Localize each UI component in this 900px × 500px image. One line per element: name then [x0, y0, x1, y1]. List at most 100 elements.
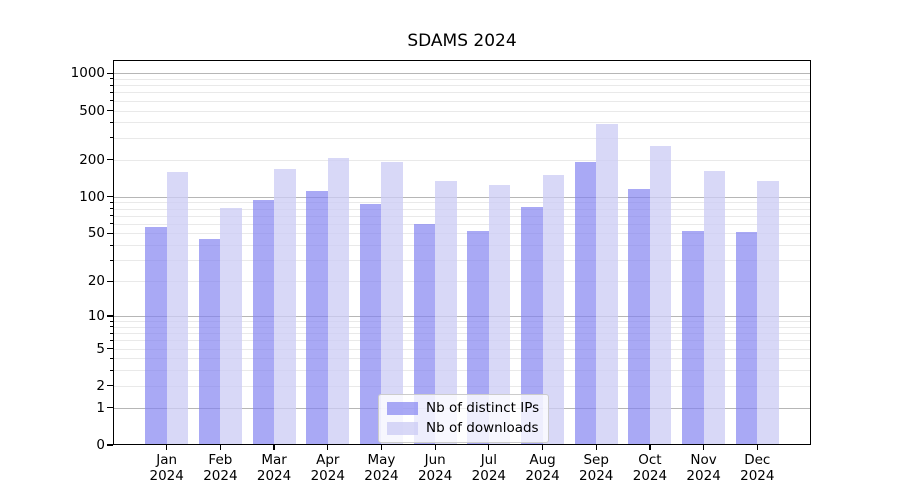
y-minor-tick [109, 84, 113, 86]
bar-distinct-ips [252, 199, 275, 445]
x-tick-label: Jun 2024 [417, 451, 453, 484]
y-minor-tick [109, 215, 113, 217]
bar-distinct-ips [198, 238, 221, 445]
gridline-minor [113, 208, 811, 210]
y-tick-label: 0 [96, 437, 105, 453]
gridline-minor [113, 385, 811, 387]
y-tick [107, 444, 113, 446]
x-tick [327, 445, 329, 450]
gridline-minor [113, 100, 811, 102]
y-tick [107, 72, 113, 74]
y-minor-tick [109, 357, 113, 359]
y-tick [107, 280, 113, 282]
x-tick [219, 445, 221, 450]
legend-swatch-distinct-ips-icon [387, 402, 418, 415]
bar-distinct-ips [682, 231, 704, 445]
legend-label: Nb of downloads [426, 420, 539, 436]
x-tick-label: Nov 2024 [686, 451, 721, 484]
gridline-minor [113, 122, 811, 124]
x-tick [541, 445, 544, 450]
x-tick-label: Mar 2024 [256, 451, 292, 484]
y-tick-label: 1 [96, 399, 105, 416]
gridline-minor [113, 348, 811, 350]
x-tick-label: Jan 2024 [149, 451, 184, 484]
gridline-minor [113, 159, 811, 161]
y-tick [107, 315, 113, 317]
x-tick [756, 445, 758, 450]
gridline-minor [113, 110, 811, 112]
y-minor-tick [109, 332, 113, 334]
gridline-minor [113, 358, 811, 360]
y-minor-tick [109, 259, 113, 261]
y-minor-tick [109, 201, 113, 203]
bar-downloads [274, 169, 296, 445]
bar-downloads [649, 146, 672, 445]
gridline-minor [113, 233, 811, 235]
bar-downloads [166, 172, 189, 445]
y-tick-label: 500 [79, 102, 105, 119]
legend: Nb of distinct IPs Nb of downloads [378, 394, 550, 443]
x-tick-label: Aug 2024 [525, 451, 560, 484]
bar-distinct-ips [735, 232, 758, 445]
x-tick [273, 445, 275, 450]
gridline-minor [113, 92, 811, 94]
bar-distinct-ips [413, 223, 436, 445]
x-tick-label: Dec 2024 [740, 451, 775, 484]
x-tick-label: May 2024 [364, 451, 399, 484]
x-tick [703, 445, 705, 450]
y-tick [107, 159, 113, 161]
y-tick-label: 2 [96, 377, 105, 394]
x-tick-label: Feb 2024 [203, 451, 238, 484]
x-tick-label: Sep 2024 [579, 451, 614, 484]
x-tick-label: Oct 2024 [632, 451, 668, 484]
y-tick-label: 5 [96, 340, 105, 357]
bar-downloads [381, 162, 403, 445]
gridline-minor [113, 223, 811, 225]
gridline-minor [113, 333, 811, 335]
bar-distinct-ips [467, 231, 489, 445]
gridline-minor [113, 260, 811, 262]
bar-downloads [488, 184, 511, 445]
bar-downloads [757, 181, 779, 445]
y-tick-label: 1000 [70, 65, 105, 82]
bar-downloads [596, 123, 618, 445]
legend-item-downloads: Nb of downloads [387, 421, 539, 436]
y-tick [107, 385, 113, 387]
y-minor-tick [109, 320, 113, 322]
x-tick [649, 445, 651, 450]
gridline-minor [113, 281, 811, 283]
bar-distinct-ips [359, 204, 382, 445]
y-tick [107, 109, 113, 112]
x-tick-label: Jul 2024 [471, 451, 507, 484]
y-minor-tick [109, 223, 113, 225]
bar-distinct-ips [574, 161, 597, 445]
y-tick [107, 232, 113, 235]
bar-distinct-ips [145, 227, 167, 445]
y-tick-label: 10 [87, 307, 105, 324]
gridline-minor [113, 85, 811, 87]
gridline-minor [113, 245, 811, 247]
bar-downloads [220, 207, 242, 445]
y-tick-label: 100 [79, 188, 105, 205]
y-tick [107, 196, 113, 198]
gridline-minor [113, 137, 811, 139]
gridline-minor [113, 78, 811, 80]
x-tick [166, 445, 168, 450]
plot-area [113, 60, 811, 445]
chart-title: SDAMS 2024 [407, 31, 517, 51]
x-tick [488, 445, 490, 450]
y-tick-label: 50 [87, 225, 105, 242]
x-tick-label: Apr 2024 [310, 451, 345, 484]
bar-distinct-ips [521, 206, 543, 445]
y-minor-tick [109, 121, 113, 123]
y-minor-tick [109, 91, 113, 93]
y-minor-tick [109, 326, 113, 328]
bar-downloads [327, 157, 350, 445]
gridline-major [113, 73, 811, 75]
gridline-minor [113, 326, 811, 328]
gridline-major [113, 196, 811, 198]
legend-item-distinct-ips: Nb of distinct IPs [387, 401, 539, 416]
gridline-minor [113, 202, 811, 204]
y-minor-tick [109, 78, 113, 80]
